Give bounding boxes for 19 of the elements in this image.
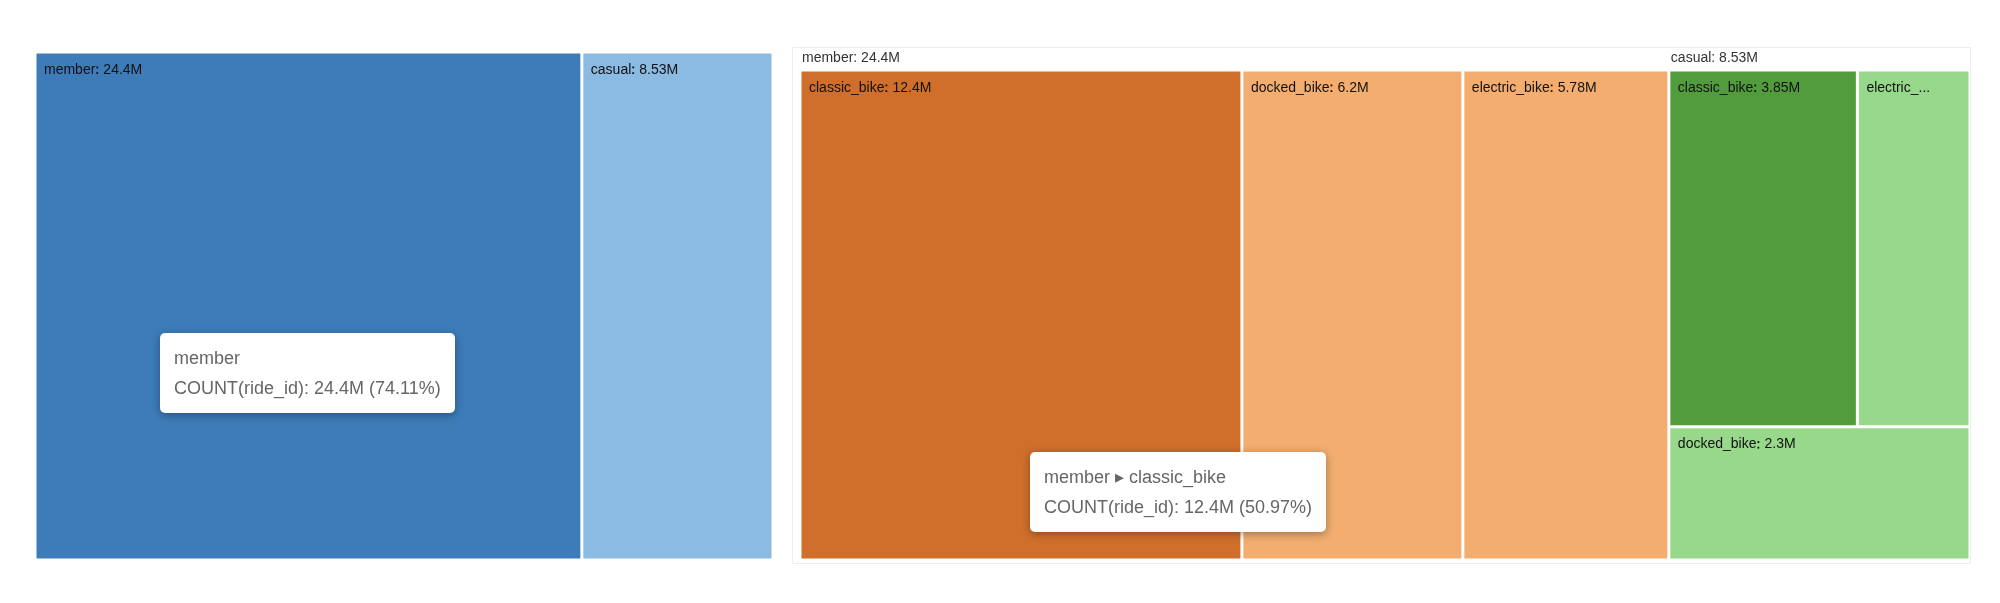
- text: member COUNT(ride_id): 24.4M (74.11%): [160, 333, 455, 413]
- data-label: 2.3M: [1764, 435, 1796, 452]
- category-label: member: [44, 60, 96, 77]
- data-label: 6.2M: [1337, 78, 1369, 95]
- series-label: member: 24.4M: [802, 48, 901, 65]
- category-label: docked_bike: [1250, 78, 1330, 95]
- category-label: casual: [590, 60, 632, 77]
- category-label: classic_bike: [809, 78, 885, 95]
- category-label: electric_...: [1866, 78, 1931, 95]
- category-label: electric_bike: [1471, 78, 1550, 95]
- category-label: docked_bike: [1677, 435, 1757, 452]
- category-label: classic_bike: [1677, 78, 1754, 95]
- data-label: 12.4M: [892, 78, 932, 95]
- text: member ▸ classic_bike COUNT(ride_id): 12.4M (50.97%): [1030, 452, 1327, 532]
- data-label: 5.78M: [1557, 78, 1597, 95]
- data-label: 24.4M: [103, 60, 143, 77]
- series-label: casual: 8.53M: [1670, 48, 1759, 65]
- data-label: 8.53M: [639, 60, 679, 77]
- data-label: 3.85M: [1761, 78, 1801, 95]
